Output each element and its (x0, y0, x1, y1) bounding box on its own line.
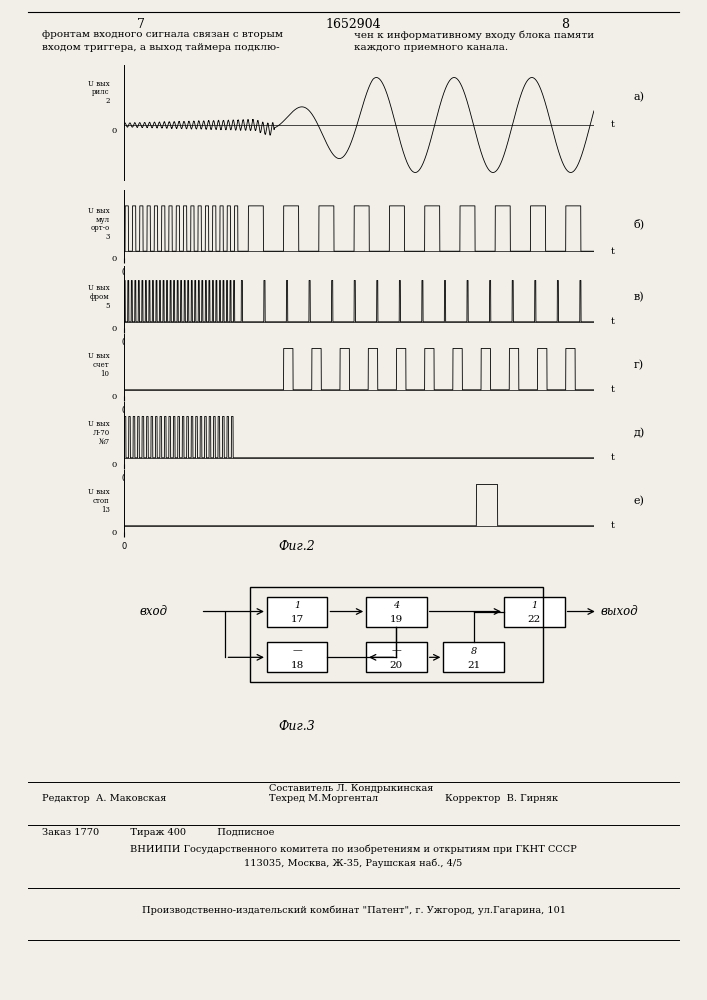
Text: 0: 0 (112, 529, 117, 537)
Text: 8: 8 (561, 18, 570, 31)
Text: 1652904: 1652904 (326, 18, 381, 31)
Bar (267, 642, 327, 672)
Text: 18: 18 (291, 661, 304, 670)
Text: Фиг.3: Фиг.3 (279, 720, 315, 733)
Text: вход: вход (140, 605, 168, 618)
Text: U вых
счет
10: U вых счет 10 (88, 352, 110, 378)
Text: Составитель Л. Кондрыкинская: Составитель Л. Кондрыкинская (269, 784, 433, 793)
Text: t: t (610, 521, 614, 530)
Text: t: t (610, 120, 614, 129)
Text: Заказ 1770          Тираж 400          Подписное: Заказ 1770 Тираж 400 Подписное (42, 828, 275, 837)
Text: в): в) (634, 292, 645, 302)
Text: 0: 0 (112, 461, 117, 469)
Text: 1: 1 (531, 601, 537, 610)
Text: U вых
Л-70
№7: U вых Л-70 №7 (88, 420, 110, 446)
Text: 0: 0 (112, 325, 117, 333)
Text: U вых
мул
орт-о
3: U вых мул орт-о 3 (88, 207, 110, 241)
Text: 0: 0 (112, 127, 117, 135)
Bar (366, 596, 427, 627)
Text: 7: 7 (137, 18, 146, 31)
Text: Редактор  А. Маковская: Редактор А. Маковская (42, 794, 167, 803)
Text: t: t (610, 385, 614, 394)
Text: 20: 20 (390, 661, 403, 670)
Text: U вых
стоп
13: U вых стоп 13 (88, 488, 110, 514)
Text: б): б) (634, 219, 645, 229)
Text: U вых
рилс
2: U вых рилс 2 (88, 80, 110, 105)
Bar (267, 596, 327, 627)
Text: 21: 21 (467, 661, 480, 670)
Text: выход: выход (600, 605, 638, 618)
Text: г): г) (634, 360, 644, 370)
Bar (366, 642, 427, 672)
Text: чен к информативному входу блока памяти
каждого приемного канала.: чен к информативному входу блока памяти … (354, 30, 594, 52)
Text: 4: 4 (393, 601, 399, 610)
Text: t: t (610, 453, 614, 462)
Text: U вых
фром
5: U вых фром 5 (88, 284, 110, 310)
Text: 17: 17 (291, 615, 304, 624)
Bar (250, 587, 542, 682)
Text: —: — (292, 647, 302, 656)
Text: Корректор  В. Гирняк: Корректор В. Гирняк (445, 794, 559, 803)
Text: е): е) (634, 496, 645, 506)
Text: Техред М.Моргентал: Техред М.Моргентал (269, 794, 378, 803)
Text: —: — (392, 647, 402, 656)
Text: ВНИИПИ Государственного комитета по изобретениям и открытиям при ГКНТ СССР: ВНИИПИ Государственного комитета по изоб… (130, 844, 577, 854)
Text: д): д) (634, 428, 645, 438)
Text: Фиг.2: Фиг.2 (279, 540, 315, 553)
Text: 8: 8 (470, 647, 477, 656)
Text: 0: 0 (112, 393, 117, 401)
Bar (504, 596, 565, 627)
Text: фронтам входного сигнала связан с вторым
входом триггера, а выход таймера подклю: фронтам входного сигнала связан с вторым… (42, 30, 284, 51)
Bar (443, 642, 504, 672)
Text: Производственно-издательский комбинат "Патент", г. Ужгород, ул.Гагарина, 101: Производственно-издательский комбинат "П… (141, 905, 566, 915)
Text: t: t (610, 247, 614, 256)
Text: 113035, Москва, Ж-35, Раушская наб., 4/5: 113035, Москва, Ж-35, Раушская наб., 4/5 (245, 858, 462, 867)
Text: 19: 19 (390, 615, 403, 624)
Text: 1: 1 (294, 601, 300, 610)
Text: 22: 22 (527, 615, 541, 624)
Text: t: t (610, 317, 614, 326)
Text: 0: 0 (112, 255, 117, 263)
Text: а): а) (634, 92, 645, 103)
